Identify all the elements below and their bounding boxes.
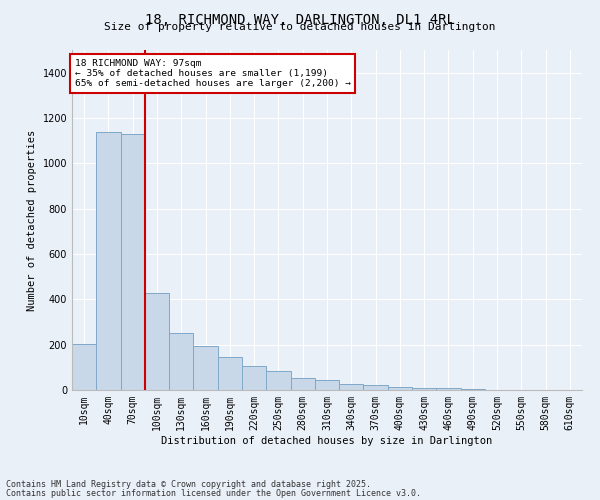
- Text: Contains public sector information licensed under the Open Government Licence v3: Contains public sector information licen…: [6, 488, 421, 498]
- Bar: [339, 384, 364, 390]
- Bar: [242, 366, 266, 390]
- Bar: [145, 292, 169, 390]
- Bar: [388, 388, 412, 390]
- Bar: [218, 357, 242, 390]
- Bar: [193, 346, 218, 390]
- Bar: [364, 385, 388, 390]
- Y-axis label: Number of detached properties: Number of detached properties: [27, 130, 37, 310]
- Text: Size of property relative to detached houses in Darlington: Size of property relative to detached ho…: [104, 22, 496, 32]
- Bar: [436, 388, 461, 390]
- Bar: [96, 132, 121, 390]
- Bar: [169, 334, 193, 390]
- Bar: [266, 370, 290, 390]
- Bar: [290, 378, 315, 390]
- Bar: [72, 344, 96, 390]
- Bar: [121, 134, 145, 390]
- Bar: [412, 388, 436, 390]
- Text: 18, RICHMOND WAY, DARLINGTON, DL1 4RL: 18, RICHMOND WAY, DARLINGTON, DL1 4RL: [145, 12, 455, 26]
- Bar: [315, 380, 339, 390]
- X-axis label: Distribution of detached houses by size in Darlington: Distribution of detached houses by size …: [161, 436, 493, 446]
- Text: Contains HM Land Registry data © Crown copyright and database right 2025.: Contains HM Land Registry data © Crown c…: [6, 480, 371, 489]
- Text: 18 RICHMOND WAY: 97sqm
← 35% of detached houses are smaller (1,199)
65% of semi-: 18 RICHMOND WAY: 97sqm ← 35% of detached…: [74, 58, 350, 88]
